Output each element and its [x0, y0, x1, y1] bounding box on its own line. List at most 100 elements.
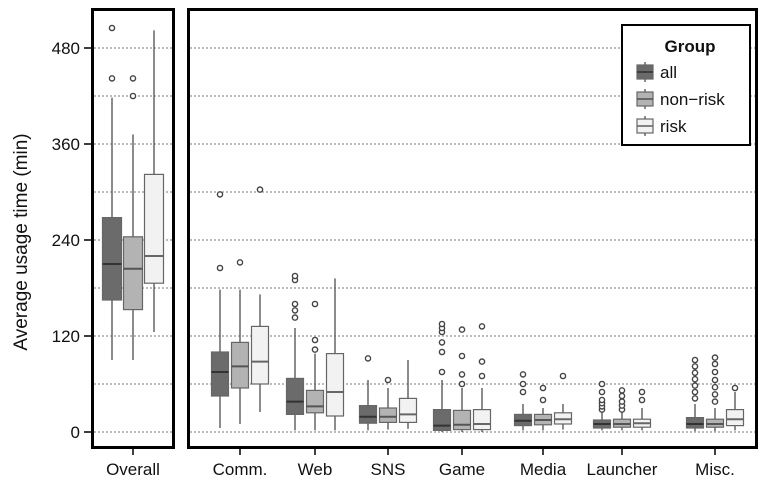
outlier-point [438, 320, 446, 328]
x-tick-label: Game [439, 460, 485, 479]
box [705, 354, 725, 432]
box [305, 300, 325, 431]
box-iqr [452, 409, 472, 431]
box-iqr [101, 217, 123, 301]
outlier-point [559, 372, 567, 380]
outlier-point [311, 346, 319, 353]
box [101, 24, 123, 360]
box [685, 356, 705, 432]
x-tick-label: SNS [371, 460, 406, 479]
y-axis-title: Average usage time (min) [11, 133, 32, 350]
outlier-point [478, 323, 486, 330]
outlier-point [691, 388, 699, 396]
x-tick-label: Web [298, 460, 333, 479]
box [285, 272, 305, 431]
outlier-point [519, 388, 527, 396]
box-iqr [143, 173, 165, 284]
outlier-point [291, 300, 299, 308]
boxes-right-panel [210, 186, 745, 432]
outlier-point [711, 368, 719, 376]
box-iqr [398, 397, 418, 423]
y-tick-label: 360 [52, 135, 80, 154]
outlier-point [108, 75, 116, 82]
outlier-point [519, 380, 527, 388]
box-iqr [432, 409, 452, 432]
outlier-point [311, 336, 319, 344]
box [378, 376, 398, 430]
y-axis: 0 120 240 360 480 [52, 39, 92, 442]
outlier-point [438, 339, 446, 346]
box [122, 75, 144, 360]
outlier-point [711, 398, 719, 405]
outlier-point [478, 358, 486, 365]
outlier-point [256, 186, 264, 193]
outlier-point [618, 392, 626, 400]
box-iqr [305, 389, 325, 414]
box-iqr [250, 325, 270, 385]
x-tick-label: Comm. [213, 460, 268, 479]
outlier-point [438, 348, 446, 356]
legend-entry: non−risk [636, 89, 725, 109]
box [472, 323, 492, 432]
outlier-point [691, 363, 699, 370]
box [612, 387, 632, 431]
legend-entry: risk [636, 116, 687, 136]
box [553, 372, 573, 430]
outlier-point [539, 384, 547, 392]
outlier-point [311, 300, 319, 308]
outlier-point [291, 307, 299, 314]
box-iqr [122, 236, 144, 311]
outlier-point [478, 372, 486, 380]
x-tick-label: Misc. [695, 460, 735, 479]
outlier-point [618, 387, 626, 394]
box-iqr [725, 409, 745, 427]
box [632, 388, 652, 431]
box [725, 384, 745, 431]
y-tick-label: 0 [71, 423, 80, 442]
outlier-point [438, 368, 446, 376]
outlier-point [711, 354, 719, 361]
outlier-point [458, 380, 466, 388]
box-iqr [230, 341, 250, 389]
outlier-point [458, 326, 466, 333]
outlier-point [638, 396, 646, 404]
outlier-point [539, 396, 547, 404]
outlier-point [291, 314, 299, 321]
box-iqr [685, 417, 705, 429]
outlier-point [691, 375, 699, 383]
outlier-point [129, 92, 137, 100]
box [358, 355, 378, 431]
panel-frame-apps [187, 8, 758, 449]
y-tick-label: 120 [52, 327, 80, 346]
box [533, 384, 553, 431]
outlier-point [731, 384, 739, 392]
x-tick-label: Overall [106, 460, 160, 479]
box [250, 186, 270, 412]
outlier-point [108, 24, 116, 32]
outlier-point [711, 383, 719, 391]
outlier-point [711, 391, 719, 398]
box [230, 259, 250, 424]
outlier-point [216, 191, 224, 198]
outlier-point [364, 355, 372, 362]
outlier-point [638, 388, 646, 396]
legend-label: non−risk [660, 90, 725, 109]
box [398, 360, 418, 429]
outlier-point [691, 382, 699, 389]
outlier-point [598, 388, 606, 396]
box-iqr [378, 407, 398, 423]
panel-frame-overall [91, 8, 175, 449]
outlier-point [236, 259, 244, 266]
box [513, 371, 533, 431]
outlier-point [711, 360, 719, 368]
x-tick-label: Launcher [587, 460, 658, 479]
box-iqr [472, 409, 492, 431]
box-iqr [325, 353, 345, 417]
y-tick-label: 240 [52, 231, 80, 250]
outlier-point [216, 264, 224, 272]
outlier-point [458, 371, 466, 378]
box-iqr [285, 377, 305, 415]
outlier-point [691, 395, 699, 402]
outlier-point [598, 380, 606, 388]
outlier-point [458, 352, 466, 360]
